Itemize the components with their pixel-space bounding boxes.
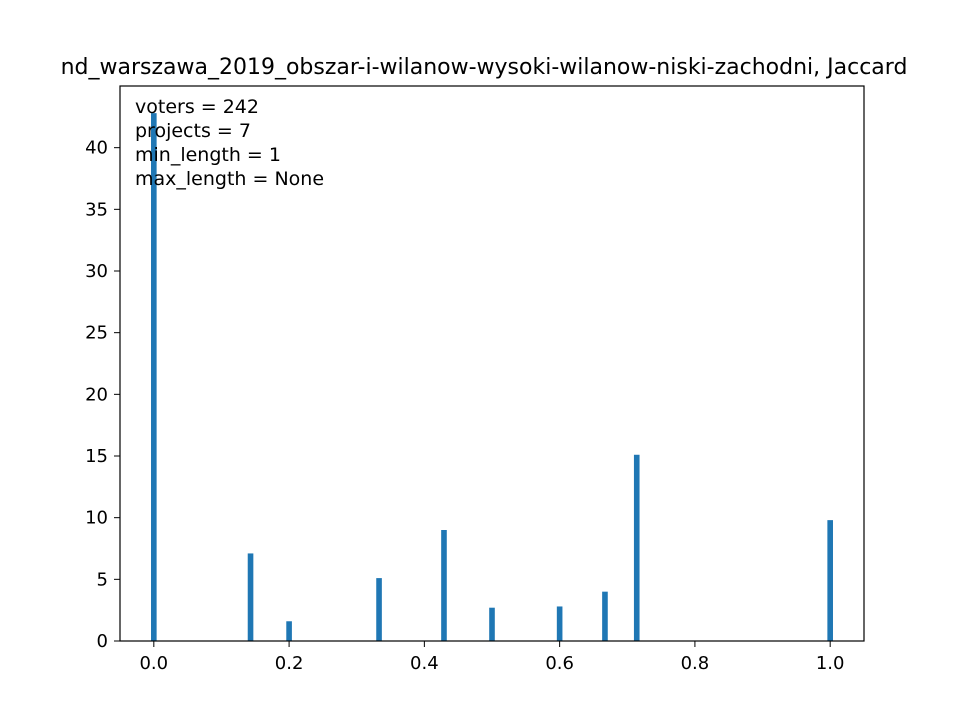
chart-title: nd_warszawa_2019_obszar-i-wilanow-wysoki…: [61, 55, 908, 80]
x-tick-label: 0.6: [545, 653, 574, 674]
bar-4: [441, 530, 447, 641]
x-tick-label: 0.4: [410, 653, 439, 674]
y-tick-label: 30: [85, 261, 108, 282]
bar-6: [556, 606, 563, 641]
x-tick-label: 0.8: [681, 653, 710, 674]
plot-frame: [119, 85, 865, 642]
annotation-line: projects = 7: [135, 120, 251, 142]
bar-1: [247, 553, 254, 641]
y-tick-label: 25: [85, 323, 108, 344]
bar-2: [286, 621, 292, 641]
bar-3: [376, 578, 382, 641]
y-tick-label: 10: [85, 508, 108, 529]
y-tick-label: 5: [97, 569, 108, 590]
bar-5: [489, 607, 495, 641]
bar-7: [602, 591, 608, 641]
y-tick-label: 20: [85, 384, 108, 405]
bar-8: [633, 454, 640, 641]
y-axis: 0 5 10 15 20 25 30 35 40: [85, 138, 120, 652]
y-tick-label: 35: [85, 199, 108, 220]
bars-group: [151, 113, 833, 642]
annotation-line: voters = 242: [135, 96, 259, 118]
annotation-line: min_length = 1: [135, 144, 281, 166]
annotation-line: max_length = None: [135, 168, 324, 190]
y-tick-label: 15: [85, 446, 108, 467]
x-tick-label: 1.0: [816, 653, 845, 674]
y-tick-label: 0: [97, 631, 108, 652]
bar-0: [151, 113, 157, 642]
bar-9: [827, 520, 833, 641]
x-tick-label: 0.2: [275, 653, 304, 674]
x-tick-label: 0.0: [139, 653, 168, 674]
x-axis: 0.0 0.2 0.4 0.6 0.8 1.0: [139, 641, 845, 674]
y-tick-label: 40: [85, 138, 108, 159]
